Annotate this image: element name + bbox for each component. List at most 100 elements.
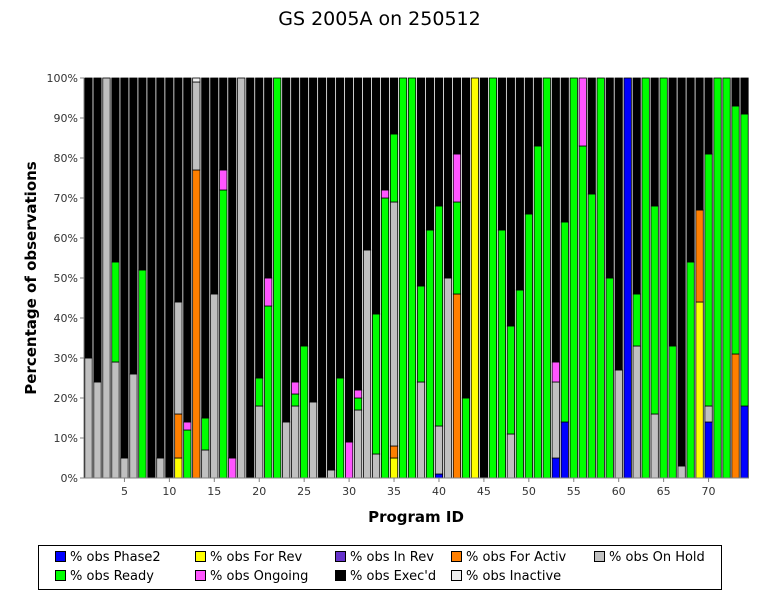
bar-segment-50-ready (524, 213, 533, 479)
bar-segment-27-execd (318, 77, 327, 479)
bar-segment-12-ready (183, 429, 192, 479)
x-tick-label: 5 (121, 485, 128, 498)
y-tick-label: 90% (54, 112, 78, 125)
bar-segment-68-execd (686, 77, 695, 263)
bar-segment-9-onhold (156, 457, 165, 479)
bar-segment-51-ready (533, 145, 542, 479)
bar-segment-40-phase2 (434, 473, 444, 479)
bar-segment-60-execd (614, 77, 623, 371)
legend: % obs Phase2 % obs For Rev % obs In Rev % o… (38, 545, 722, 590)
bar-segment-40-ready (434, 205, 444, 427)
x-axis: 5 10 15 20 25 30 35 40 45 50 55 60 65 70 (84, 477, 749, 498)
legend-item-execd: % obs Exec'd (335, 569, 436, 584)
y-tick-label: 80% (54, 152, 78, 165)
bar-segment-74-phase2 (740, 405, 749, 479)
bar-segment-71-ready (713, 77, 722, 479)
bar-segment-47-ready (497, 229, 506, 479)
bar-segment-7-execd (138, 77, 147, 271)
y-tick-label: 70% (54, 192, 78, 205)
bar-segment-53-execd (551, 77, 560, 363)
x-tick-label: 30 (342, 485, 356, 498)
bar-segment-17-execd (228, 77, 237, 459)
bar-segment-61-phase2 (623, 77, 632, 479)
bar-segment-38-ready (416, 285, 426, 383)
y-axis-label: Percentage of observations (22, 161, 40, 395)
bar-segment-69-execd (695, 77, 704, 211)
bar-segment-3-onhold (102, 77, 111, 479)
bar-segment-30-ongoing (345, 441, 354, 479)
bar-segment-44-forrev (470, 77, 480, 479)
y-tick-label: 40% (54, 312, 78, 325)
bar-segment-38-execd (416, 77, 426, 287)
bar-segment-10-execd (165, 77, 174, 479)
bar-segment-48-execd (506, 77, 515, 327)
bar-segment-64-onhold (650, 413, 659, 479)
bar-segment-49-execd (515, 77, 524, 291)
bar-segment-58-ready (596, 77, 605, 479)
x-tick-label: 55 (567, 485, 581, 498)
bar-segment-13-inactive (192, 77, 201, 83)
bar-segment-17-ongoing (228, 457, 237, 479)
bar-segment-54-execd (560, 77, 569, 223)
bar-segment-51-execd (533, 77, 542, 147)
bar-segment-5-onhold (120, 457, 129, 479)
bar-segment-34-ready (380, 197, 390, 479)
legend-item-forrev: % obs For Rev (195, 550, 302, 565)
bar-segment-38-onhold (416, 381, 426, 479)
bar-segment-56-ongoing (578, 77, 587, 147)
y-tick-label: 60% (54, 232, 78, 245)
legend-label: % obs Inactive (466, 569, 562, 584)
x-tick-label: 50 (522, 485, 536, 498)
bar-segment-65-ready (659, 77, 668, 479)
bar-segment-24-ready (291, 393, 300, 407)
plot-area: 0% 10% 20% 30% 40% 50% 60% 70% 80% 90% 100% 5 10 15 2… (22, 72, 749, 526)
legend-swatch (451, 551, 462, 562)
bar-segment-70-execd (704, 77, 713, 155)
bar-segment-41-onhold (443, 277, 453, 479)
bar-segment-53-ongoing (551, 361, 560, 383)
bar-segment-23-execd (282, 77, 291, 423)
bar-segment-45-execd (479, 77, 488, 479)
bar-segment-33-execd (371, 77, 381, 315)
legend-label: % obs Ready (70, 569, 154, 584)
y-tick-label: 50% (54, 272, 78, 285)
bar-segment-42-ready (452, 201, 462, 295)
legend-label: % obs On Hold (609, 550, 705, 565)
bar-segment-63-ready (641, 77, 650, 479)
bar-segment-35-foractiv (389, 445, 399, 459)
bar-segment-1-onhold (84, 357, 93, 479)
legend-label: % obs For Rev (210, 550, 303, 565)
bar-segment-13-foractiv (192, 169, 201, 479)
legend-item-foractiv: % obs For Activ (451, 550, 566, 565)
bar-segment-8-execd (147, 77, 156, 479)
bar-segment-26-execd (309, 77, 318, 403)
bar-segment-55-ready (569, 77, 578, 479)
bar-segment-53-phase2 (551, 457, 560, 479)
bar-segment-4-ready (111, 261, 120, 363)
bar-segment-64-execd (650, 77, 659, 207)
bar-segment-34-execd (380, 77, 390, 191)
legend-swatch (594, 551, 605, 562)
legend-label: % obs Exec'd (350, 569, 437, 584)
bar-segment-5-execd (120, 77, 129, 459)
bar-segment-37-ready (407, 77, 417, 479)
bar-segment-48-ready (506, 325, 515, 435)
bar-segment-52-ready (542, 77, 551, 479)
bar-segment-20-onhold (255, 405, 264, 479)
bar-segment-69-forrev (695, 301, 704, 479)
bar-segment-29-ready (336, 377, 345, 479)
legend-swatch (195, 551, 206, 562)
legend-label: % obs For Activ (466, 550, 567, 565)
bar-segment-24-onhold (291, 405, 300, 479)
bar-segment-43-execd (461, 77, 471, 399)
bar-segment-54-ready (560, 221, 569, 423)
bar-segment-14-execd (201, 77, 210, 419)
bar-segment-57-execd (587, 77, 596, 195)
bar-segment-31-onhold (353, 409, 363, 479)
bar-segment-15-onhold (210, 293, 219, 479)
bar-segment-35-ready (389, 133, 399, 203)
bar-segment-34-ongoing (380, 189, 390, 199)
bar-segment-26-onhold (309, 401, 318, 479)
bar-segment-14-ready (201, 417, 210, 451)
bar-segment-4-onhold (111, 361, 120, 479)
